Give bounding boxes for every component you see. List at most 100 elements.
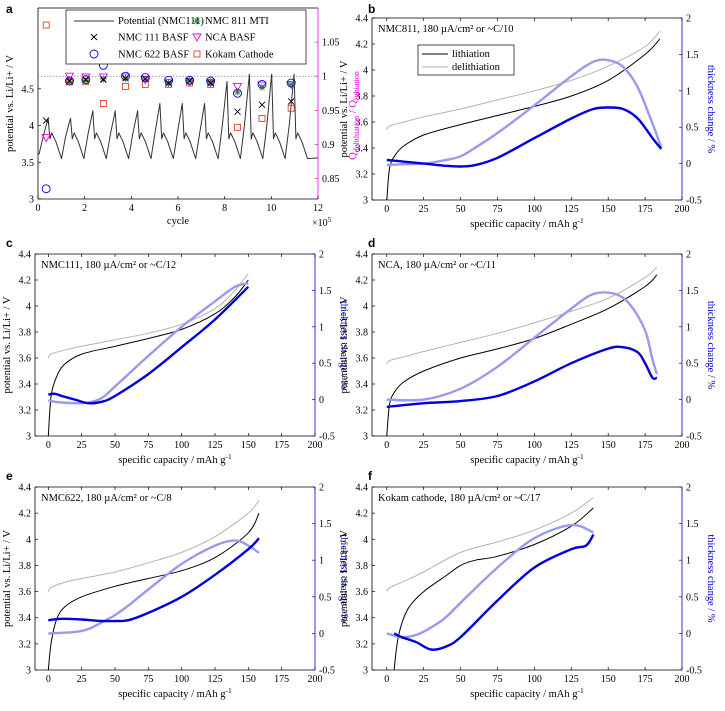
- marker-nmc111: [186, 77, 193, 85]
- y-tick-label: 3: [363, 196, 368, 207]
- legend-nmc111-label: NMC 111 BASF: [118, 33, 189, 44]
- marker-kokam: [99, 100, 107, 107]
- marker-nmc811: [186, 76, 194, 84]
- panel-title: NMC111, 180 µA/cm² or ~C/12: [41, 260, 176, 271]
- marker-nmc811-d2: [259, 84, 265, 90]
- y-tick-label: 3: [26, 666, 31, 677]
- marker-nca: [120, 73, 131, 82]
- x-tick-label: 50: [456, 204, 466, 215]
- y2-tick-label: 2: [319, 250, 324, 261]
- y2-label-sep: / Q: [348, 100, 359, 116]
- marker-nmc811-d2: [66, 78, 73, 85]
- y-tick-label: 4.5: [22, 84, 35, 95]
- y2-tick-label: 1: [686, 86, 691, 97]
- x-tick-label: 125: [564, 440, 579, 451]
- x-axis-label-sup: -1: [226, 452, 232, 461]
- panel-title: Kokam cathode, 180 µA/cm² or ~C/17: [378, 493, 540, 504]
- x-tick-label: 100: [527, 440, 542, 451]
- x-multiplier-exp: 5: [328, 216, 332, 224]
- y-tick-label: 3.6: [19, 587, 32, 598]
- x-tick-label: 200: [675, 440, 690, 451]
- marker-nca: [232, 82, 243, 92]
- marker-nmc111: [165, 79, 172, 87]
- y-tick-label: 3.8: [19, 561, 32, 572]
- x-tick-label: 0: [384, 440, 389, 451]
- x-tick-label: 200: [675, 204, 690, 215]
- y-tick-label: 3: [363, 666, 368, 677]
- delithiation-thickness-line: [386, 58, 663, 167]
- delithiation-potential-line: [386, 30, 661, 131]
- y2-axis-label: thickness change / %: [705, 534, 716, 623]
- lithiation-thickness-line: [386, 106, 663, 168]
- marker-nmc111-d2: [287, 98, 295, 105]
- marker-nmc111-d2: [42, 117, 50, 124]
- marker-kokam: [234, 123, 241, 131]
- y-tick-label: 4.2: [19, 509, 32, 520]
- delithiation-thickness-line: [386, 291, 659, 402]
- x-tick-label: 75: [492, 440, 502, 451]
- marker-nmc811: [207, 78, 215, 86]
- y2-tick-label: 1.5: [319, 286, 332, 297]
- y-axis-label: potential vs. Li/Li+ / V: [339, 296, 350, 393]
- y-tick-label: 3.4: [356, 380, 369, 391]
- x-tick-label: 75: [492, 204, 502, 215]
- panel-e: 0 25 50 75 100 125 150 175 200 3 3.2 3.4 3.6 3.8 4 4.2 4…: [2, 469, 349, 700]
- y-tick-label: 3.8: [19, 328, 32, 339]
- y-tick-label: 3.4: [356, 613, 369, 624]
- marker-nmc811: [66, 78, 73, 86]
- x-tick-label: 75: [143, 440, 153, 451]
- delithiation-thickness-line: [47, 281, 249, 405]
- legend-potential-label: Potential (NMC111): [118, 16, 204, 27]
- x-tick-label: 150: [241, 674, 256, 685]
- marker-nmc111-d2: [234, 108, 241, 116]
- x-axis-label-main: specific capacity / mAh g: [470, 219, 578, 230]
- x-tick-label: 150: [601, 674, 616, 685]
- marker-nmc111: [234, 108, 241, 116]
- x-tick-label: 75: [143, 674, 153, 685]
- y-tick-label: 3.4: [356, 144, 369, 155]
- y-tick-label: 4.4: [356, 250, 369, 261]
- x-tick-label: 200: [308, 440, 323, 451]
- x-tick-label: 175: [274, 440, 289, 451]
- x-tick-label: 50: [110, 440, 120, 451]
- y2-tick-label: 0.9: [322, 140, 335, 151]
- legend-kokam-swatch: [193, 50, 201, 58]
- y2-axis-label: thickness change / %: [705, 301, 716, 390]
- y2-tick-label: 2: [319, 483, 324, 494]
- y2-tick-label: -0.5: [686, 196, 702, 207]
- y2-tick-label: 0.5: [319, 592, 332, 603]
- y2-tick-label: 1.5: [686, 50, 699, 61]
- y2-tick-label: 2: [686, 14, 691, 25]
- x-tick-label: 2: [82, 203, 87, 214]
- y-tick-label: 3.8: [356, 92, 369, 103]
- y-tick-label: 3.6: [356, 587, 369, 598]
- legend-box: [417, 44, 515, 76]
- x-tick-label: 200: [675, 674, 690, 685]
- x-tick-label: 0: [384, 204, 389, 215]
- y2-tick-label: 0: [686, 159, 691, 170]
- y-tick-label: 3.2: [356, 639, 369, 650]
- y2-axis-label: thickness change / %: [705, 65, 716, 154]
- x-tick-label: 25: [419, 674, 429, 685]
- y2-tick-label: 0.5: [686, 359, 699, 370]
- lithiation-potential-line: [393, 507, 594, 671]
- marker-nmc811-d2: [288, 81, 294, 88]
- y-tick-label: 4.2: [356, 276, 369, 287]
- marker-nmc111-d2: [122, 74, 129, 82]
- potential-trace: [37, 73, 319, 160]
- x-axis-label-main: specific capacity / mAh g: [118, 455, 226, 466]
- y-tick-label: 4: [363, 535, 368, 546]
- y-axis-label: potential vs. Li/Li+ / V: [2, 530, 13, 627]
- marker-nmc811: [82, 76, 90, 84]
- y-tick-label: 4.4: [19, 250, 32, 261]
- x-tick-label: 25: [419, 440, 429, 451]
- marker-nmc111-d2: [258, 101, 266, 109]
- legend-nmc622-swatch: [89, 49, 99, 59]
- y-tick-label: 4: [363, 66, 368, 77]
- y-tick-label: 4: [26, 302, 31, 313]
- marker-nmc111-d2: [142, 75, 149, 83]
- y-axis-label: potential vs. Li/Li+ / V: [339, 60, 350, 157]
- y2-tick-label: 0: [686, 395, 691, 406]
- y2-tick-label: 0.95: [322, 106, 340, 117]
